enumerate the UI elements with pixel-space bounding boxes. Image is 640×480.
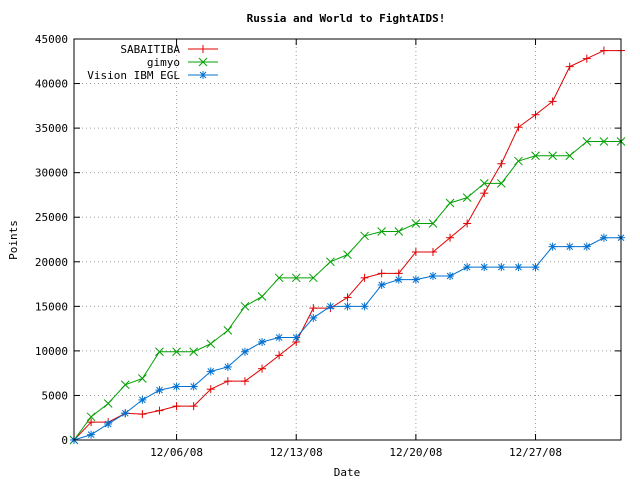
line-segment xyxy=(210,366,228,372)
chart-title: Russia and World to FightAIDS! xyxy=(247,12,446,25)
y-tick-label: 5000 xyxy=(42,389,69,402)
line-segment xyxy=(244,296,263,307)
x-tick-label: 12/06/08 xyxy=(150,446,203,459)
line-segment xyxy=(125,378,143,386)
line-segment xyxy=(364,284,383,307)
line-segment xyxy=(398,223,417,232)
line-segment xyxy=(73,416,92,441)
line-segment xyxy=(261,337,280,343)
x-tick-label: 12/27/08 xyxy=(509,446,562,459)
line-segment xyxy=(142,389,160,401)
line-segment xyxy=(210,380,229,390)
legend-label-sabaitiba: SABAITIBA xyxy=(120,43,180,56)
line-segment xyxy=(244,341,263,353)
y-axis-label: Points xyxy=(7,220,20,260)
line-segment xyxy=(552,66,571,102)
line-segment xyxy=(142,410,160,415)
y-tick-label: 15000 xyxy=(35,300,68,313)
line-segment xyxy=(535,100,553,116)
series-sabaitiba xyxy=(70,46,625,444)
series-vision-ibm-egl xyxy=(70,233,625,444)
legend-label-vision-ibm-egl: Vision IBM EGL xyxy=(87,69,180,82)
line-segment xyxy=(398,251,417,274)
legend-marker-sabaitiba xyxy=(199,45,207,53)
line-segment xyxy=(500,160,519,184)
line-segment xyxy=(586,50,605,60)
line-segment xyxy=(330,254,348,263)
line-segment xyxy=(313,305,331,319)
line-segment xyxy=(73,434,92,441)
line-segment xyxy=(535,246,554,268)
line-segment xyxy=(227,306,246,331)
y-tick-label: 20000 xyxy=(35,256,68,269)
line-segment xyxy=(90,423,109,436)
line-segment xyxy=(569,58,588,68)
line-segment xyxy=(193,388,212,407)
line-segment xyxy=(466,192,485,224)
axes: 0 5000 10000 15000 20000 25000 30000 35000 40000… xyxy=(35,33,621,459)
line-segment xyxy=(449,266,468,277)
line-segment xyxy=(518,114,536,128)
line-segment xyxy=(500,127,519,164)
line-segment xyxy=(141,351,160,379)
y-tick-label: 35000 xyxy=(35,122,68,135)
line-segment xyxy=(415,275,434,281)
x-axis-label: Date xyxy=(334,466,361,479)
plot-frame xyxy=(73,38,622,441)
line-segment xyxy=(518,155,536,162)
line-segment xyxy=(159,386,177,391)
line-segment xyxy=(159,405,177,412)
line-segment xyxy=(244,368,263,382)
y-tick-label: 0 xyxy=(61,434,68,447)
legend-marker-gimyo xyxy=(198,57,208,67)
line-segment xyxy=(107,412,126,425)
line-segment xyxy=(449,197,468,204)
x-tick-label: 12/13/08 xyxy=(270,446,323,459)
x-tick-label: 12/20/08 xyxy=(389,446,442,459)
series-gimyo xyxy=(69,137,626,445)
line-segment xyxy=(295,307,314,343)
line-segment xyxy=(449,223,468,239)
line-segment xyxy=(364,230,382,237)
y-tick-label: 25000 xyxy=(35,211,68,224)
series-lines xyxy=(69,46,626,445)
line-segment xyxy=(364,272,382,279)
line-segment xyxy=(278,341,297,356)
y-tick-label: 40000 xyxy=(35,78,68,91)
line-segment xyxy=(586,237,605,248)
y-tick-label: 45000 xyxy=(35,33,68,46)
line-segment xyxy=(347,277,365,298)
line-segment xyxy=(193,343,211,353)
line-segment xyxy=(295,317,314,338)
legend-marker-vision-ibm-egl xyxy=(199,71,207,79)
legend-label-gimyo: gimyo xyxy=(147,56,180,69)
y-tick-label: 10000 xyxy=(35,345,68,358)
line-segment xyxy=(261,354,280,370)
y-tick-label: 30000 xyxy=(35,167,68,180)
grid xyxy=(74,39,621,440)
line-segment xyxy=(381,279,399,286)
line-segment xyxy=(432,237,451,253)
line-segment xyxy=(483,163,502,194)
